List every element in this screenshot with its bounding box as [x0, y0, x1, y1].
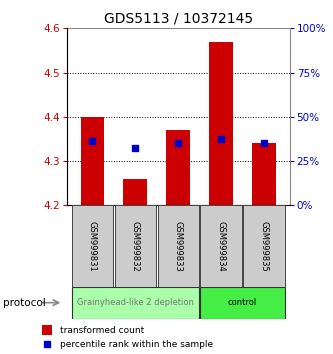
Text: percentile rank within the sample: percentile rank within the sample [60, 340, 213, 349]
Text: GSM999833: GSM999833 [173, 221, 183, 272]
Bar [166, 130, 190, 205]
Bar [209, 41, 233, 205]
Bar [200, 287, 285, 319]
Title: GDS5113 / 10372145: GDS5113 / 10372145 [104, 12, 253, 26]
Bar [72, 205, 113, 287]
Text: GSM999834: GSM999834 [216, 221, 225, 272]
Text: control: control [228, 298, 257, 307]
Text: GSM999835: GSM999835 [259, 221, 268, 272]
Bar [115, 205, 156, 287]
Text: GSM999832: GSM999832 [131, 221, 140, 272]
Text: transformed count: transformed count [60, 326, 144, 335]
Bar [42, 325, 52, 335]
Text: Grainyhead-like 2 depletion: Grainyhead-like 2 depletion [77, 298, 194, 307]
Bar [124, 179, 147, 205]
Bar [158, 205, 199, 287]
Bar [81, 117, 104, 205]
Text: protocol: protocol [3, 298, 46, 308]
Bar [252, 143, 276, 205]
Text: GSM999831: GSM999831 [88, 221, 97, 272]
Bar [200, 205, 242, 287]
Bar [72, 287, 199, 319]
Bar [243, 205, 285, 287]
